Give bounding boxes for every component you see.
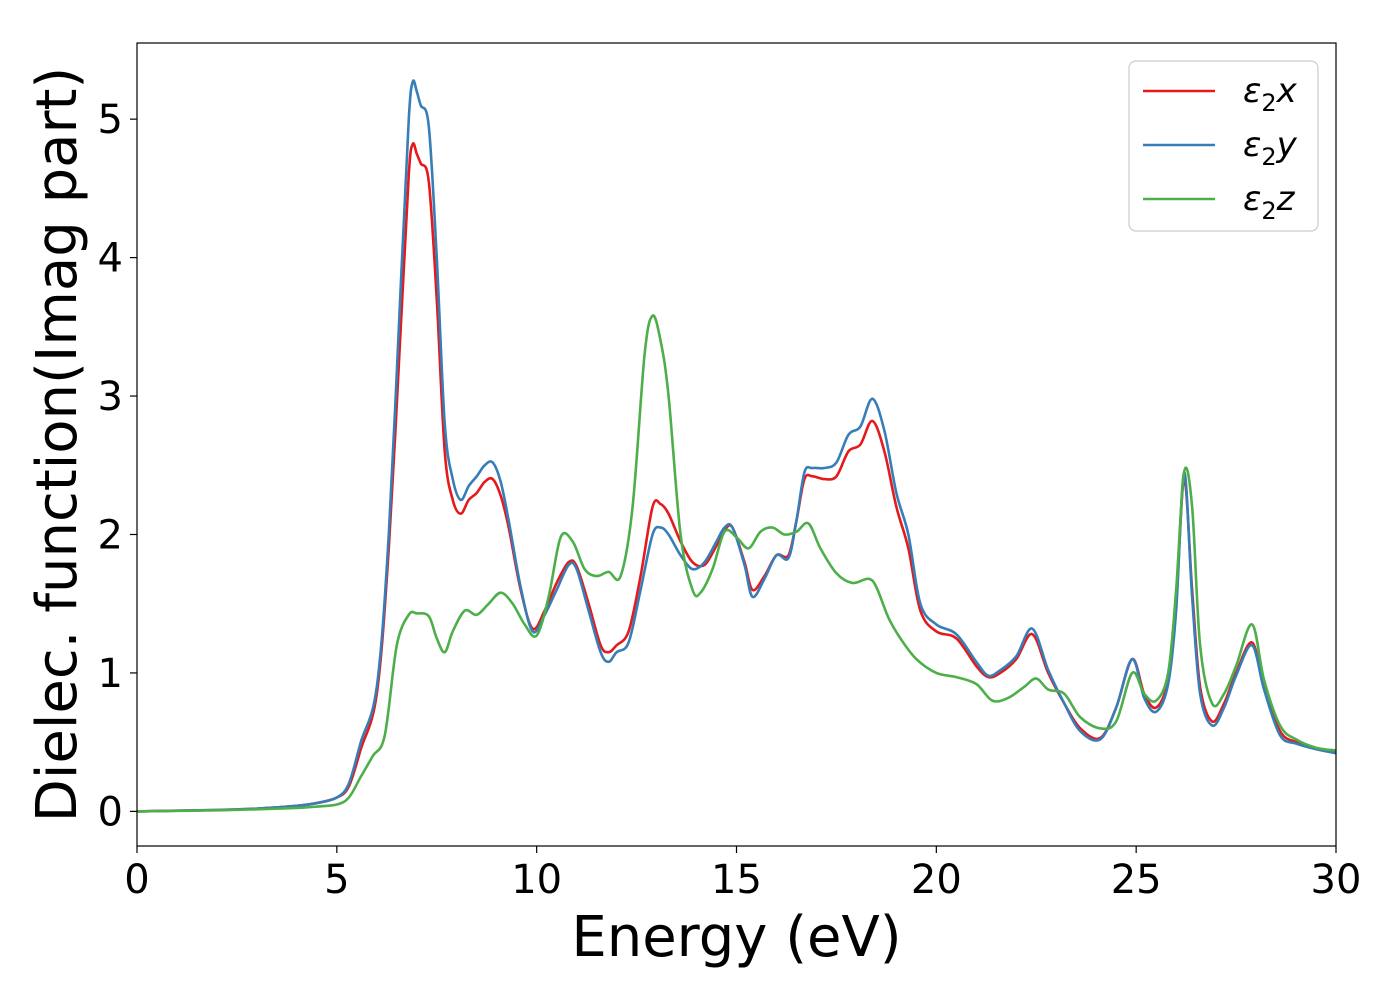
y-tick-label: 5 (98, 97, 123, 143)
y-tick-label: 4 (98, 236, 123, 282)
legend-label-x: ε2x (1243, 71, 1298, 117)
x-tick-label: 0 (124, 857, 149, 903)
y-tick-label: 2 (98, 512, 123, 558)
x-tick-label: 25 (1111, 857, 1162, 903)
legend-label-y: ε2y (1243, 125, 1298, 171)
axis-ticks: 0 5 10 15 20 25 30 0 1 2 3 4 5 (98, 97, 1362, 903)
x-tick-label: 5 (324, 857, 349, 903)
x-tick-label: 30 (1311, 857, 1362, 903)
legend-box (1128, 60, 1319, 232)
y-tick-label: 1 (98, 651, 123, 697)
y-axis-title: Dielec. function(Imag part) (25, 67, 90, 823)
legend-label-z: ε2z (1243, 179, 1296, 225)
series-line-z (136, 314, 1337, 813)
x-axis-title: Energy (eV) (571, 905, 901, 970)
x-tick-label: 20 (911, 857, 962, 903)
legend: ε2x ε2y ε2z (1128, 60, 1319, 232)
x-tick-label: 10 (511, 857, 562, 903)
series-line-y (136, 79, 1337, 813)
y-tick-label: 0 (98, 789, 123, 835)
x-tick-label: 15 (711, 857, 762, 903)
y-tick-label: 3 (98, 374, 123, 420)
